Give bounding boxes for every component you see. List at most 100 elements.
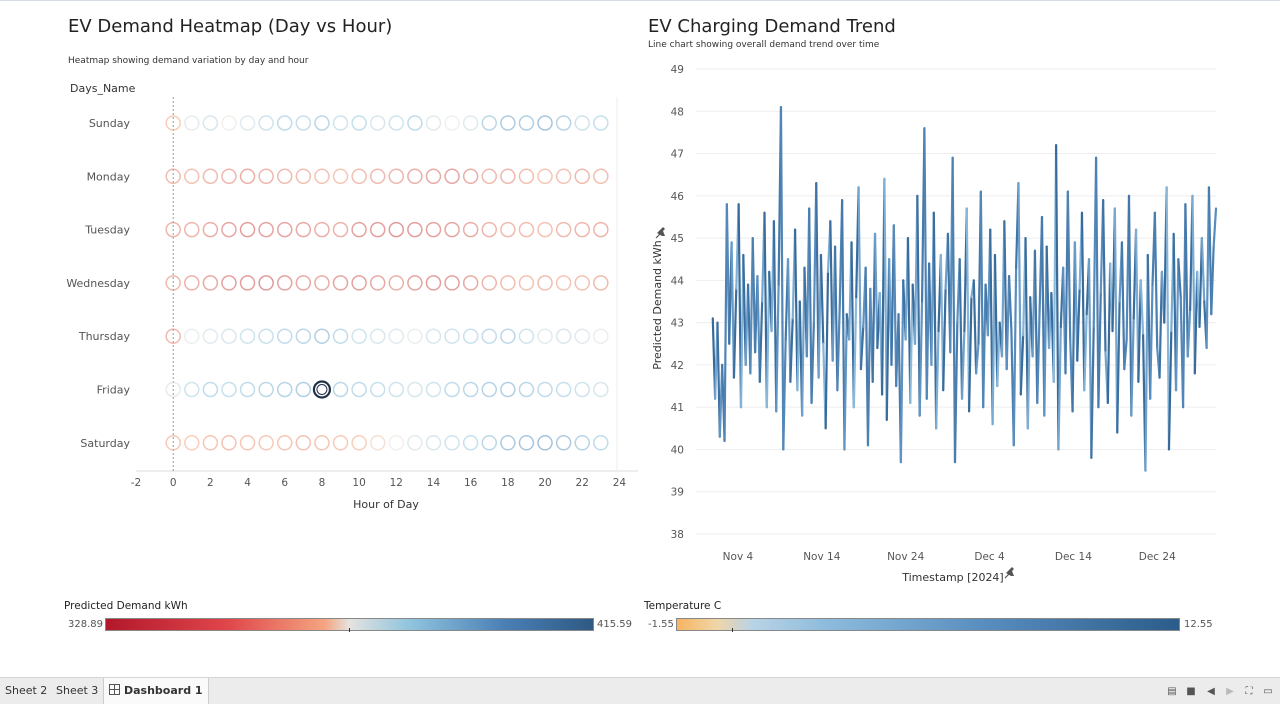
heatmap-cell[interactable] xyxy=(314,328,330,344)
trend-line-segment[interactable] xyxy=(836,304,841,392)
heatmap-cell[interactable] xyxy=(462,381,479,398)
heatmap-cell[interactable] xyxy=(574,328,590,344)
heatmap-cell[interactable] xyxy=(444,168,460,185)
tab-sheet-3[interactable]: Sheet 3 xyxy=(56,684,99,697)
heatmap-cell[interactable] xyxy=(462,328,479,344)
heatmap-cell[interactable] xyxy=(518,381,535,398)
heatmap-cell[interactable] xyxy=(537,115,553,131)
heatmap-cell[interactable] xyxy=(425,381,442,398)
heatmap-cell-selected[interactable] xyxy=(312,380,332,399)
heatmap-cell[interactable] xyxy=(500,275,516,291)
heatmap-cell[interactable] xyxy=(258,435,274,451)
show-filmstrip-icon[interactable]: ▤ xyxy=(1167,686,1177,697)
trend-line-segment[interactable] xyxy=(1080,211,1086,392)
heatmap-cell[interactable] xyxy=(165,115,181,131)
heatmap-cell[interactable] xyxy=(518,115,535,131)
heatmap-cell[interactable] xyxy=(388,221,405,238)
heatmap-cell[interactable] xyxy=(388,381,405,398)
trend-line-segment[interactable] xyxy=(1106,262,1112,405)
heatmap-cell[interactable] xyxy=(574,435,590,451)
heatmap-cell[interactable] xyxy=(388,115,405,131)
heatmap-cell[interactable] xyxy=(276,168,293,185)
heatmap-cell[interactable] xyxy=(555,168,572,185)
heatmap-cell[interactable] xyxy=(407,221,423,238)
heatmap-cell[interactable] xyxy=(332,381,349,398)
heatmap-cell[interactable] xyxy=(462,221,479,238)
heatmap-cell[interactable] xyxy=(593,435,609,451)
trend-line-segment[interactable] xyxy=(1054,143,1060,451)
trend-line-segment[interactable] xyxy=(1137,279,1142,383)
heatmap-cell[interactable] xyxy=(221,435,237,451)
heatmap-cell[interactable] xyxy=(221,381,237,398)
heatmap-cell[interactable] xyxy=(332,328,349,344)
trend-line-segment[interactable] xyxy=(841,198,846,451)
trend-line-segment[interactable] xyxy=(873,232,879,350)
heatmap-cell[interactable] xyxy=(425,221,442,238)
heatmap-cell[interactable] xyxy=(276,115,293,131)
trend-line-segment[interactable] xyxy=(1165,186,1171,451)
heatmap-cell[interactable] xyxy=(332,115,349,131)
trend-line-segment[interactable] xyxy=(1186,308,1192,358)
trend-line-segment[interactable] xyxy=(1057,325,1062,451)
heatmap-cell[interactable] xyxy=(518,275,535,291)
trend-line-segment[interactable] xyxy=(1130,317,1135,417)
heatmap-cell[interactable] xyxy=(388,168,405,185)
trend-line-segment[interactable] xyxy=(909,283,914,405)
trend-line-segment[interactable] xyxy=(1094,156,1100,409)
heatmap-cell[interactable] xyxy=(369,435,386,451)
heatmap-cell[interactable] xyxy=(593,115,609,131)
heatmap-cell[interactable] xyxy=(258,275,274,291)
heatmap-cell[interactable] xyxy=(518,435,535,451)
trend-line-segment[interactable] xyxy=(1139,279,1145,337)
next-sheet-icon[interactable]: ▶ xyxy=(1226,686,1234,697)
heatmap-cell[interactable] xyxy=(593,275,609,291)
heatmap-cell[interactable] xyxy=(276,221,293,238)
heatmap-cell[interactable] xyxy=(518,168,535,185)
heatmap-cell[interactable] xyxy=(239,328,256,344)
heatmap-cell[interactable] xyxy=(407,168,423,185)
trend-line-segment[interactable] xyxy=(972,279,978,375)
heatmap-cell[interactable] xyxy=(184,115,200,131)
heatmap-cell[interactable] xyxy=(518,221,535,238)
trend-line-segment[interactable] xyxy=(1153,211,1159,350)
heatmap-cell[interactable] xyxy=(407,381,423,398)
heatmap-cell[interactable] xyxy=(165,221,181,238)
heatmap-cell[interactable] xyxy=(276,435,293,451)
trend-line-segment[interactable] xyxy=(942,287,947,392)
heatmap-cell[interactable] xyxy=(221,168,237,185)
heatmap-cell[interactable] xyxy=(481,168,498,185)
heatmap-cell[interactable] xyxy=(184,221,200,238)
heatmap-cell[interactable] xyxy=(500,328,516,344)
heatmap-cell[interactable] xyxy=(425,435,442,451)
heatmap-cell[interactable] xyxy=(481,115,498,131)
heatmap-cell[interactable] xyxy=(314,168,330,185)
heatmap-cell[interactable] xyxy=(165,168,181,185)
heatmap-cell[interactable] xyxy=(537,221,553,238)
trend-line-segment[interactable] xyxy=(923,127,928,400)
heatmap-cell[interactable] xyxy=(593,168,609,185)
heatmap-cell[interactable] xyxy=(165,435,181,451)
heatmap-cell[interactable] xyxy=(184,275,200,291)
trend-line-segment[interactable] xyxy=(1200,236,1206,303)
heatmap-cell[interactable] xyxy=(444,435,460,451)
trend-line-segment[interactable] xyxy=(1017,182,1022,396)
heatmap-cell[interactable] xyxy=(537,275,553,291)
show-sheet-sorter-icon[interactable]: ■ xyxy=(1186,686,1196,697)
heatmap-cell[interactable] xyxy=(184,381,200,398)
fullscreen-icon[interactable]: ⛶ xyxy=(1245,686,1253,697)
trend-line-segment[interactable] xyxy=(1167,329,1173,451)
trend-line-segment[interactable] xyxy=(808,207,813,405)
heatmap-cell[interactable] xyxy=(295,115,312,131)
trend-line-segment[interactable] xyxy=(1123,338,1128,371)
heatmap-cell[interactable] xyxy=(202,221,219,238)
trend-line-segment[interactable] xyxy=(932,211,938,430)
heatmap-cell[interactable] xyxy=(574,168,590,185)
trend-line-segment[interactable] xyxy=(958,258,964,400)
trend-line-segment[interactable] xyxy=(982,283,987,409)
heatmap-cell[interactable] xyxy=(500,381,516,398)
heatmap-cell[interactable] xyxy=(462,115,479,131)
heatmap-cell[interactable] xyxy=(314,275,330,291)
heatmap-cell[interactable] xyxy=(537,435,553,451)
heatmap-cell[interactable] xyxy=(481,381,498,398)
heatmap-cell[interactable] xyxy=(351,435,367,451)
